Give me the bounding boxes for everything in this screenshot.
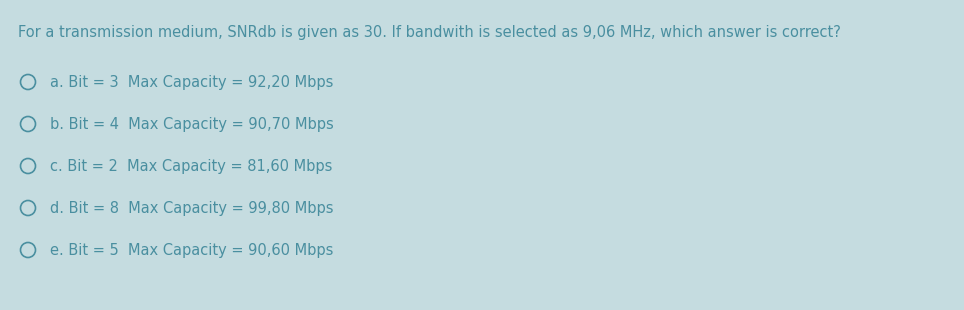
Text: b. Bit = 4  Max Capacity = 90,70 Mbps: b. Bit = 4 Max Capacity = 90,70 Mbps [50, 117, 334, 131]
Text: a. Bit = 3  Max Capacity = 92,20 Mbps: a. Bit = 3 Max Capacity = 92,20 Mbps [50, 74, 334, 90]
Text: c. Bit = 2  Max Capacity = 81,60 Mbps: c. Bit = 2 Max Capacity = 81,60 Mbps [50, 158, 333, 174]
Text: d. Bit = 8  Max Capacity = 99,80 Mbps: d. Bit = 8 Max Capacity = 99,80 Mbps [50, 201, 334, 215]
Text: For a transmission medium, SNRdb is given as 30. If bandwith is selected as 9,06: For a transmission medium, SNRdb is give… [18, 25, 841, 40]
Text: e. Bit = 5  Max Capacity = 90,60 Mbps: e. Bit = 5 Max Capacity = 90,60 Mbps [50, 242, 334, 258]
